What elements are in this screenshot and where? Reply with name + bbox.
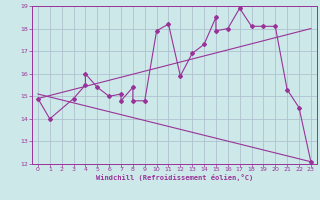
X-axis label: Windchill (Refroidissement éolien,°C): Windchill (Refroidissement éolien,°C) <box>96 174 253 181</box>
